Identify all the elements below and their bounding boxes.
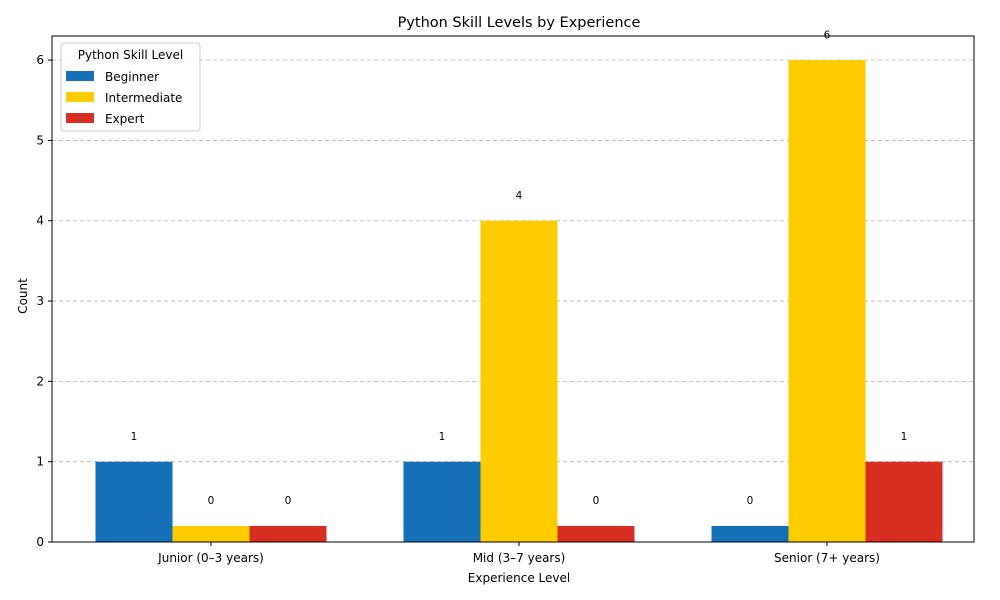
bars — [95, 60, 943, 542]
bar-expert-1 — [557, 525, 635, 542]
legend-swatch-beginner — [66, 71, 94, 81]
bar-beginner-0 — [95, 461, 173, 542]
legend-box — [60, 42, 201, 132]
x-axis-label: Experience Level — [468, 571, 570, 585]
data-label: 6 — [824, 29, 831, 41]
y-tick-label: 6 — [36, 53, 44, 67]
x-tick-label: Senior (7+ years) — [774, 551, 880, 565]
legend-label-beginner: Beginner — [105, 70, 159, 84]
data-label: 1 — [901, 431, 908, 443]
y-axis-ticks: 0 1 2 3 4 5 6 — [36, 53, 52, 549]
data-label: 1 — [439, 431, 446, 443]
bar-expert-2 — [865, 461, 943, 542]
y-tick-label: 2 — [36, 374, 44, 388]
chart-title: Python Skill Levels by Experience — [398, 15, 641, 31]
x-axis-ticks: Junior (0–3 years) Mid (3–7 years) Senior … — [157, 542, 880, 565]
y-axis-label: Count — [16, 278, 30, 314]
data-label: 0 — [747, 495, 754, 507]
legend-swatch-expert — [66, 113, 94, 123]
data-label: 1 — [131, 431, 138, 443]
y-tick-label: 1 — [36, 455, 44, 469]
data-label: 4 — [516, 190, 523, 202]
y-tick-label: 5 — [36, 133, 44, 147]
legend-title: Python Skill Level — [78, 48, 183, 62]
bar-beginner-2 — [711, 525, 789, 542]
legend-label-expert: Expert — [105, 112, 145, 126]
bar-beginner-1 — [403, 461, 481, 542]
legend-swatch-intermediate — [66, 92, 94, 102]
x-tick-label: Junior (0–3 years) — [157, 551, 264, 565]
bar-intermediate-1 — [480, 220, 558, 542]
legend-label-intermediate: Intermediate — [105, 91, 182, 105]
bar-expert-0 — [249, 525, 327, 542]
y-tick-label: 0 — [36, 535, 44, 549]
y-tick-label: 4 — [36, 214, 44, 228]
bar-intermediate-0 — [172, 525, 250, 542]
y-tick-label: 3 — [36, 294, 44, 308]
data-labels: 1 0 0 1 4 0 0 6 1 — [131, 29, 908, 507]
data-label: 0 — [208, 495, 215, 507]
plot-frame — [51, 35, 975, 543]
x-tick-label: Mid (3–7 years) — [473, 551, 566, 565]
legend-items: Beginner Intermediate Expert — [66, 70, 182, 126]
legend: Python Skill Level Beginner Intermediate E… — [60, 42, 201, 132]
data-label: 0 — [285, 495, 292, 507]
data-label: 0 — [593, 495, 600, 507]
bar-intermediate-2 — [788, 60, 866, 542]
